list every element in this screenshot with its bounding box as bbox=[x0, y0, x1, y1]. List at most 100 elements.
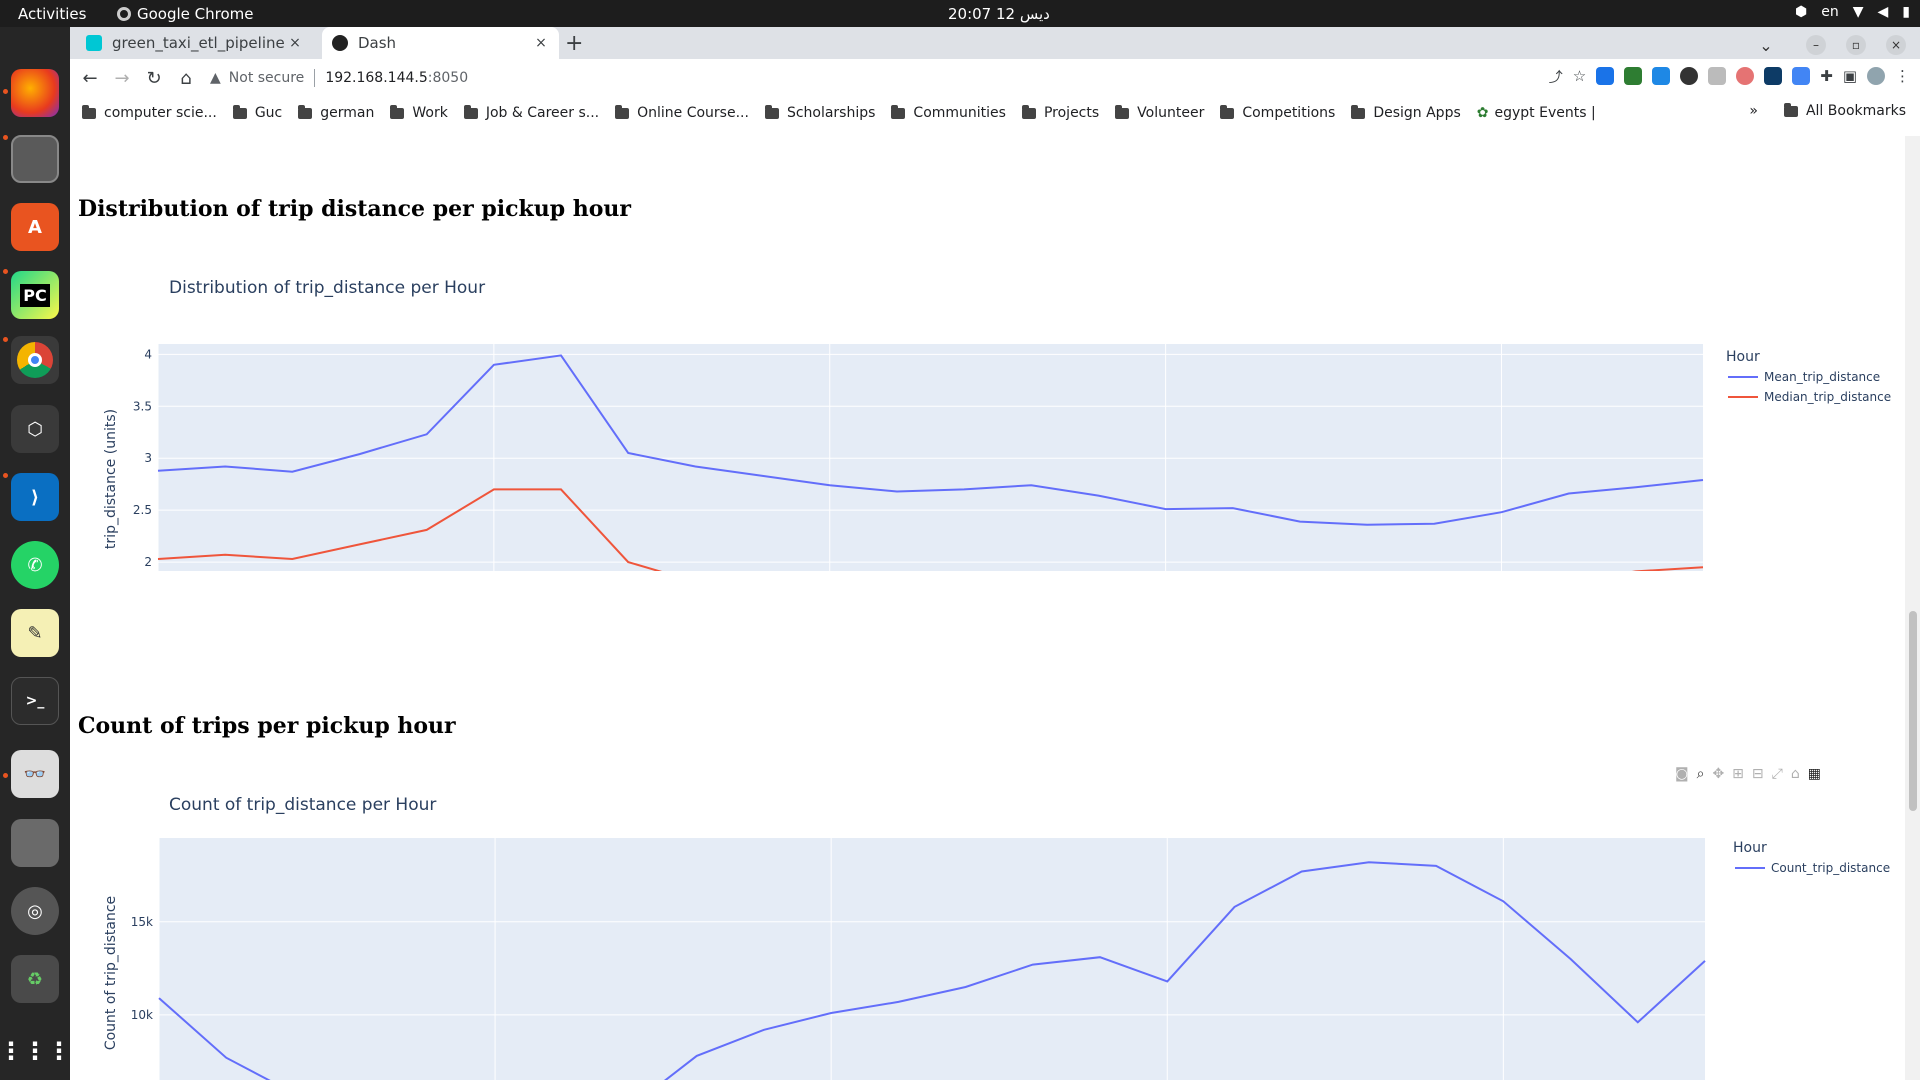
address-bar[interactable]: ▲ Not secure 192.168.144.5 :8050 bbox=[210, 63, 1590, 93]
trash-icon[interactable]: ♻ bbox=[11, 955, 59, 1003]
terminal-icon[interactable]: >_ bbox=[11, 677, 59, 725]
bookmark-folder[interactable]: Work bbox=[390, 104, 448, 121]
tab-close-icon[interactable]: × bbox=[535, 35, 547, 51]
camera-icon[interactable]: ◙ bbox=[1675, 766, 1689, 782]
whatsapp-icon[interactable]: ✆ bbox=[11, 541, 59, 589]
activities-button[interactable]: Activities bbox=[18, 5, 87, 23]
translate-icon[interactable] bbox=[1792, 67, 1811, 85]
profile-avatar[interactable] bbox=[1867, 67, 1885, 85]
extensions-puzzle-icon[interactable]: ✚ bbox=[1820, 67, 1833, 85]
bookmark-folder[interactable]: Communities bbox=[891, 104, 1006, 121]
pan-icon[interactable]: ✥ bbox=[1712, 766, 1725, 782]
chart-title: Distribution of trip_distance per Hour bbox=[169, 278, 485, 298]
restore-button[interactable]: ▫ bbox=[1846, 35, 1866, 55]
battery-icon[interactable]: ▮ bbox=[1902, 4, 1910, 20]
software-center-icon[interactable]: A bbox=[11, 203, 59, 251]
extension-icon[interactable] bbox=[1652, 67, 1671, 85]
files-icon[interactable] bbox=[11, 135, 59, 183]
distance-line-chart[interactable]: Distribution of trip_distance per Hour05… bbox=[70, 271, 1905, 571]
tab-label: green_taxi_etl_pipeline - bbox=[112, 34, 287, 52]
bookmark-folder[interactable]: computer scie... bbox=[82, 104, 217, 121]
reset-axes-icon[interactable]: ⌂ bbox=[1790, 766, 1800, 782]
scrollbar-thumb[interactable] bbox=[1909, 611, 1917, 811]
extension-icon[interactable] bbox=[1624, 67, 1643, 85]
share-icon[interactable]: ⤴ bbox=[1548, 70, 1563, 86]
pycharm-icon[interactable]: PC bbox=[11, 271, 59, 319]
extension-icon[interactable] bbox=[1764, 67, 1783, 85]
y-tick-label: 4 bbox=[144, 347, 152, 361]
vscode-icon[interactable]: ⟩ bbox=[11, 473, 59, 521]
warning-icon[interactable]: ▲ bbox=[210, 70, 221, 86]
page-scrollbar[interactable] bbox=[1905, 136, 1920, 1080]
folder-icon bbox=[891, 104, 906, 119]
text-editor-icon[interactable]: ✎ bbox=[11, 609, 59, 657]
forward-button[interactable]: → bbox=[114, 67, 130, 89]
legend-entry: Median_trip_distance bbox=[1764, 390, 1891, 404]
system-tray[interactable]: ⬢ en ▼ ◀ ▮ bbox=[1795, 4, 1910, 20]
plotly-logo-icon[interactable]: ▦ bbox=[1807, 766, 1821, 782]
close-window-button[interactable]: × bbox=[1886, 35, 1906, 55]
count-line-chart[interactable]: Count of trip_distance per Hour5k10k15kC… bbox=[70, 796, 1905, 1080]
running-indicator bbox=[3, 89, 8, 94]
new-tab-button[interactable]: + bbox=[565, 31, 584, 56]
y-tick-label: 10k bbox=[131, 1008, 153, 1022]
bookmark-folder[interactable]: german bbox=[298, 104, 374, 121]
active-app-menu[interactable]: Google Chrome bbox=[117, 5, 254, 23]
bookmark-star-icon[interactable]: ☆ bbox=[1572, 67, 1587, 85]
autoscale-icon[interactable]: ⤢ bbox=[1771, 766, 1783, 782]
tray-app-icon[interactable]: ⬢ bbox=[1794, 4, 1808, 20]
bookmark-folder[interactable]: Guc bbox=[232, 104, 282, 121]
tab-dash[interactable]: Dash × bbox=[322, 27, 559, 59]
security-label[interactable]: Not secure bbox=[228, 70, 305, 86]
unity-icon[interactable]: ⬡ bbox=[11, 405, 59, 453]
dash-favicon-icon bbox=[332, 35, 348, 51]
running-indicator bbox=[3, 773, 8, 778]
series-line-count-trip-distance bbox=[158, 861, 1706, 1080]
bookmark-folder[interactable]: Scholarships bbox=[764, 104, 875, 121]
tab-close-icon[interactable]: × bbox=[289, 35, 301, 51]
side-panel-icon[interactable]: ▣ bbox=[1842, 67, 1857, 85]
volume-icon[interactable]: ◀ bbox=[1877, 4, 1889, 20]
bookmark-link[interactable]: ✿ egypt Events | bbox=[1477, 105, 1596, 121]
extension-icon[interactable] bbox=[1736, 67, 1755, 85]
distance-section-heading: Distribution of trip distance per pickup… bbox=[78, 196, 631, 222]
bookmark-folder[interactable]: Design Apps bbox=[1351, 104, 1461, 121]
document-viewer-icon[interactable]: 👓 bbox=[11, 750, 59, 798]
extension-icon[interactable] bbox=[1680, 67, 1699, 85]
wifi-icon[interactable]: ▼ bbox=[1852, 4, 1864, 20]
extension-icon[interactable] bbox=[1708, 67, 1727, 85]
url-port[interactable]: :8050 bbox=[427, 70, 469, 86]
zoom-icon[interactable]: ⌕ bbox=[1696, 766, 1705, 782]
bookmark-folder[interactable]: Competitions bbox=[1220, 104, 1335, 121]
language-indicator[interactable]: en bbox=[1821, 4, 1839, 20]
url-host[interactable]: 192.168.144.5 bbox=[325, 70, 428, 86]
bookmark-folder[interactable]: Volunteer bbox=[1115, 104, 1205, 121]
tab-search-icon[interactable]: ⌄ bbox=[1759, 35, 1773, 55]
home-button[interactable]: ⌂ bbox=[180, 67, 192, 89]
show-apps-icon[interactable]: ⋮⋮⋮ bbox=[0, 1037, 71, 1065]
bookmark-folder[interactable]: Job & Career s... bbox=[463, 104, 599, 121]
bookmark-label: Volunteer bbox=[1137, 105, 1205, 121]
clock[interactable]: 20:07 12 ديس bbox=[948, 5, 1050, 23]
zoom-in-icon[interactable]: ⊞ bbox=[1732, 766, 1744, 782]
dock: A PC ⬡ ⟩ ✆ ✎ >_ 👓 ◎ ♻ ⋮⋮⋮ bbox=[0, 27, 71, 1080]
all-bookmarks-button[interactable]: All Bookmarks bbox=[1783, 102, 1906, 119]
reload-button[interactable]: ↻ bbox=[146, 67, 162, 89]
more-bookmarks-button[interactable]: » bbox=[1749, 103, 1758, 119]
active-app-name: Google Chrome bbox=[137, 5, 254, 23]
folder-icon bbox=[82, 104, 96, 119]
extension-icon[interactable] bbox=[1596, 67, 1615, 85]
plot-area bbox=[159, 838, 1705, 1080]
firefox-icon[interactable] bbox=[11, 69, 59, 117]
bookmark-folder[interactable]: Online Course... bbox=[615, 104, 749, 121]
disk-icon[interactable]: ◎ bbox=[11, 887, 59, 935]
tab-etl-pipeline[interactable]: green_taxi_etl_pipeline - × bbox=[76, 27, 313, 59]
zoom-out-icon[interactable]: ⊟ bbox=[1751, 766, 1764, 782]
bookmark-label: Online Course... bbox=[637, 105, 749, 121]
bookmark-folder[interactable]: Projects bbox=[1021, 104, 1099, 121]
chrome-icon[interactable] bbox=[11, 336, 59, 384]
menu-kebab-icon[interactable]: ⋮ bbox=[1895, 67, 1910, 85]
back-button[interactable]: ← bbox=[82, 67, 98, 89]
minimize-button[interactable]: – bbox=[1806, 35, 1826, 55]
system-app-icon[interactable] bbox=[11, 819, 59, 867]
